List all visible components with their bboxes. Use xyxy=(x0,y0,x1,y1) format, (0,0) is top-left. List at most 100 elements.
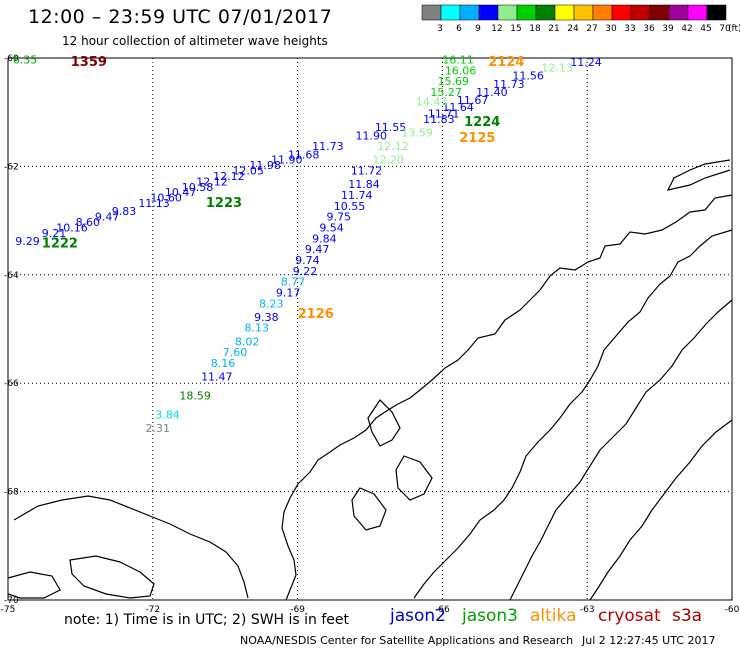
wave-height-label: 8.23 xyxy=(259,297,284,310)
wave-height-label: 8.77 xyxy=(281,276,306,289)
legend-s3a: s3a xyxy=(672,606,703,626)
wave-height-label: 16.06 xyxy=(445,64,477,77)
latitude-labels: -60 -62 -64 -66 -68 -70 xyxy=(4,54,19,606)
wave-height-label: 11.90 xyxy=(271,154,303,167)
colorbar-swatch xyxy=(573,4,594,21)
wave-height-track-b: 16.1116.0615.6915.2714.4311.8313.5912.12… xyxy=(146,53,477,435)
legend-cryosat: cryosat xyxy=(598,606,661,626)
colorbar-tick-label: 42 xyxy=(681,24,692,34)
wave-height-label: 8.16 xyxy=(211,357,236,370)
latitude-tick-label: -64 xyxy=(4,271,19,281)
wave-height-label: 12.12 xyxy=(213,170,245,183)
wave-height-label: 9.47 xyxy=(95,211,120,224)
longitude-tick-label: -66 xyxy=(435,605,450,615)
pass-id-label: 1224 xyxy=(464,115,500,130)
wave-height-label: 11.64 xyxy=(442,101,474,114)
wave-height-label: 14.43 xyxy=(416,96,448,109)
longitude-tick-label: -69 xyxy=(290,605,305,615)
wave-height-label: 3.84 xyxy=(155,408,180,421)
legend-jason3: jason3 xyxy=(462,606,518,626)
pass-id-label: 1222 xyxy=(42,237,78,252)
wave-height-label: 7.60 xyxy=(223,346,248,359)
colorbar-tick-label: 33 xyxy=(624,24,635,34)
longitude-tick-label: -75 xyxy=(1,605,16,615)
pass-id-label: 2124 xyxy=(488,55,524,70)
latitude-tick-label: -62 xyxy=(4,162,19,172)
footer-timestamp: Jul 2 12:27:45 UTC 2017 xyxy=(582,634,716,647)
wave-height-label: 9.83 xyxy=(112,205,137,218)
colorbar-tick-label: 30 xyxy=(605,24,617,34)
colorbar-tick-label: 3 xyxy=(437,24,443,34)
wave-height-label: 10.58 xyxy=(182,181,214,194)
wave-height-label: 11.71 xyxy=(428,108,460,121)
colorbar-swatch xyxy=(440,4,461,21)
wave-height-label: 11.24 xyxy=(570,56,602,69)
wave-height-label: 12.05 xyxy=(232,165,264,178)
colorbar-tick-label: 15 xyxy=(510,24,521,34)
wave-height-label: 11.73 xyxy=(312,140,344,153)
wave-height-label: 9.38 xyxy=(254,311,279,324)
colorbar-unit-label: (ft) xyxy=(728,24,740,34)
wave-height-label: 16.11 xyxy=(442,53,474,66)
wave-height-label: 11.74 xyxy=(341,189,373,202)
footer-note: note: 1) Time is in UTC; 2) SWH is in fe… xyxy=(64,612,350,628)
wave-height-label: 11.72 xyxy=(351,165,383,178)
wave-height-label: 9.47 xyxy=(305,243,330,256)
colorbar-swatch xyxy=(649,4,670,21)
footer-credit: NOAA/NESDIS Center for Satellite Applica… xyxy=(240,634,574,647)
wave-height-label: 15.69 xyxy=(438,75,470,88)
wave-height-label: 11.83 xyxy=(423,113,455,126)
colorbar-tick-label: 18 xyxy=(529,24,541,34)
colorbar-swatch xyxy=(687,4,708,21)
wave-height-label: 2.31 xyxy=(146,422,171,435)
colorbar-swatch xyxy=(630,4,651,21)
wave-height-label: 11.68 xyxy=(288,148,320,161)
wave-height-label: 10.55 xyxy=(334,200,366,213)
wave-height-track-a: 6.35 11.2412.1311.5611.7311.4011.6711.641… xyxy=(13,53,602,248)
wave-height-label: 11.67 xyxy=(457,94,489,107)
colorbar-swatch xyxy=(535,4,556,21)
wave-height-label: 11.47 xyxy=(201,370,233,383)
colorbar-tick-label: 21 xyxy=(548,24,559,34)
wave-height-label: 12.12 xyxy=(377,140,409,153)
latitude-tick-label: -70 xyxy=(4,596,19,606)
colorbar-tick-label: 70 xyxy=(719,24,731,34)
wave-height-label: 12.20 xyxy=(372,154,404,167)
wave-height-label: 18.59 xyxy=(179,389,211,402)
wave-height-label: 11.56 xyxy=(512,70,544,83)
wave-height-label: 11.13 xyxy=(138,197,170,210)
wave-height-label: 13.59 xyxy=(401,127,433,140)
pass-id-label: 1223 xyxy=(206,196,242,211)
colorbar-tick-label: 6 xyxy=(456,24,462,34)
graticule xyxy=(8,58,732,600)
wave-height-label: 11.98 xyxy=(249,159,280,172)
colorbar-swatch xyxy=(421,4,442,21)
page-subtitle: 12 hour collection of altimeter wave hei… xyxy=(62,34,328,48)
colorbar-swatch xyxy=(459,4,480,21)
colorbar-swatch xyxy=(592,4,613,21)
latitude-tick-label: -60 xyxy=(4,54,19,64)
wave-height-label: 11.73 xyxy=(493,78,524,91)
wave-height-label: 9.74 xyxy=(295,254,320,267)
wave-height-label: 10.47 xyxy=(165,186,197,199)
colorbar-tick-label: 9 xyxy=(475,24,481,34)
latitude-tick-label: -66 xyxy=(4,379,19,389)
wave-height-label: 9.21 xyxy=(42,227,67,240)
wave-height-label: 9.84 xyxy=(312,232,337,245)
wave-height-label: 11.90 xyxy=(356,129,388,142)
wave-height-label: 12.13 xyxy=(541,62,573,75)
colorbar-swatch xyxy=(668,4,689,21)
longitude-tick-label: -63 xyxy=(580,605,595,615)
pass-id-label: 1359 xyxy=(71,55,107,70)
colorbar-tick-label: 45 xyxy=(700,24,711,34)
wave-height-label: 15.27 xyxy=(430,86,462,99)
wave-height-label: 9.54 xyxy=(319,221,344,234)
wave-height-label: 11.40 xyxy=(476,86,508,99)
colorbar-swatch xyxy=(706,4,727,21)
colorbar-tick-label: 27 xyxy=(586,24,597,34)
wave-height-label: 10.16 xyxy=(56,221,87,234)
colorbar-tick-label: 12 xyxy=(491,24,502,34)
